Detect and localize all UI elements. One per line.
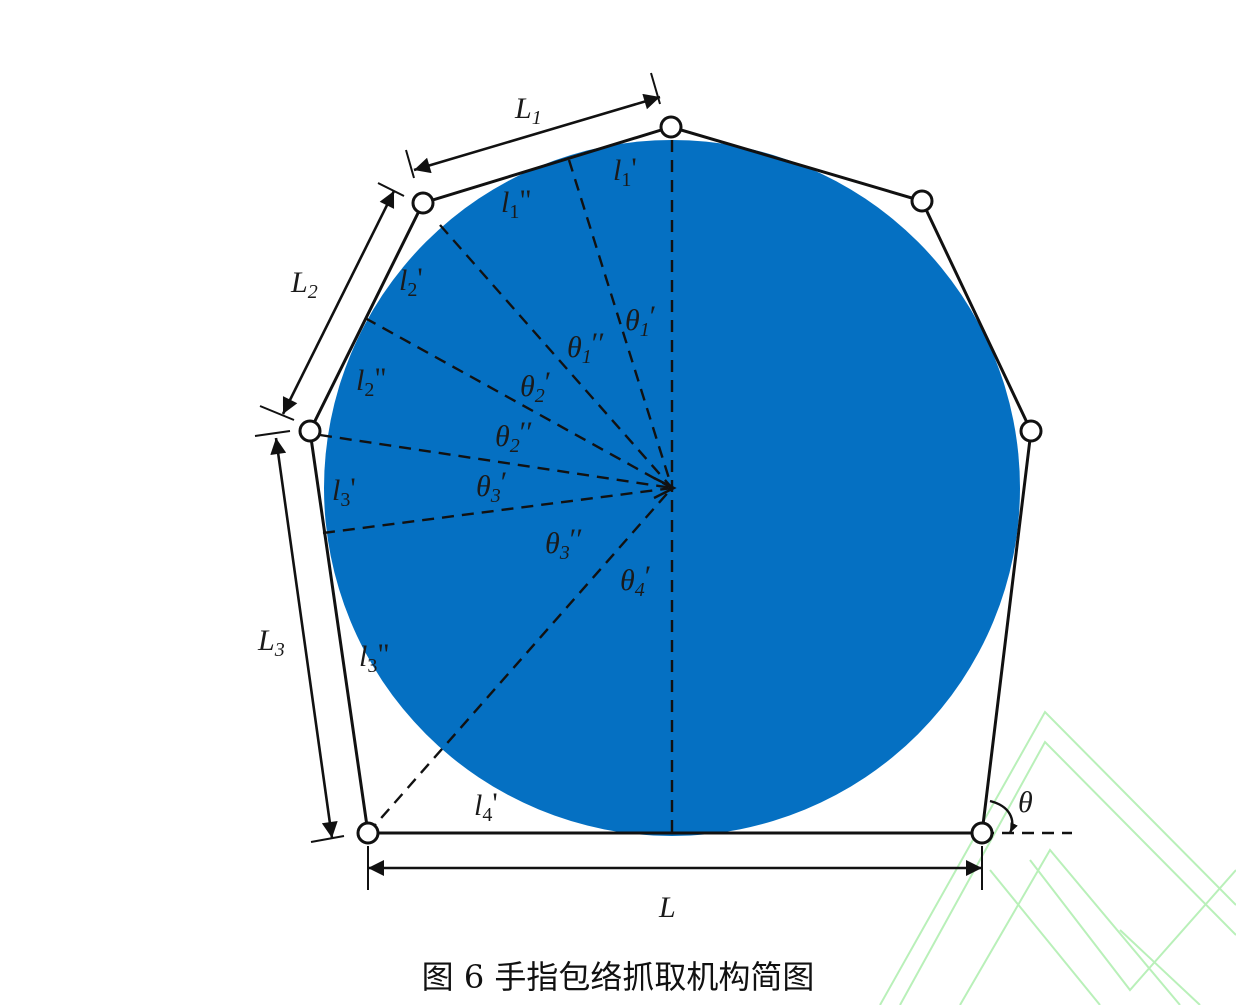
label-l2-prime: l2'	[399, 262, 423, 301]
dimension-L2	[281, 190, 396, 415]
joints	[298, 115, 1043, 845]
joint-left-1	[411, 191, 435, 215]
dimension-L1	[413, 93, 661, 174]
watermark	[879, 710, 1236, 1005]
dimension-L3	[270, 437, 338, 839]
dimension-arrows	[270, 93, 982, 876]
label-theta: θ	[1018, 786, 1033, 819]
label-L1: L1	[514, 92, 542, 129]
label-L: L	[658, 891, 676, 924]
joint-right-1	[910, 189, 934, 213]
label-theta2-prime: θ2′	[520, 366, 551, 407]
joint-left-2	[298, 419, 322, 443]
label-theta3-prime: θ3′	[476, 466, 507, 507]
label-l1-prime: l1'	[613, 152, 637, 191]
label-l3-dprime: l3"	[359, 638, 390, 677]
label-theta2-dprime: θ2′′	[495, 416, 533, 457]
label-theta4-prime: θ4′	[620, 560, 651, 601]
label-l1-dprime: l1"	[501, 184, 532, 223]
label-theta3-dprime: θ3′′	[545, 523, 583, 564]
center-arrow	[653, 476, 677, 500]
label-L2: L2	[290, 266, 318, 303]
labels: L1 L2 L3 L θ l1' l1" l2' l2" l3' l3" l4'…	[257, 92, 1033, 924]
label-l4-prime: l4'	[474, 787, 498, 826]
joint-base-right	[970, 821, 994, 845]
label-l2-dprime: l2"	[356, 362, 387, 401]
joint-top	[659, 115, 683, 139]
label-l3-prime: l3'	[332, 472, 356, 511]
figure-caption: 图 6 手指包络抓取机构简图	[421, 958, 815, 996]
theta-arc	[989, 799, 1018, 834]
label-theta1-prime: θ1′	[625, 300, 656, 341]
joint-right-2	[1019, 419, 1043, 443]
joint-base-left	[356, 821, 380, 845]
label-L3: L3	[257, 624, 285, 661]
label-theta1-dprime: θ1′′	[567, 327, 605, 368]
